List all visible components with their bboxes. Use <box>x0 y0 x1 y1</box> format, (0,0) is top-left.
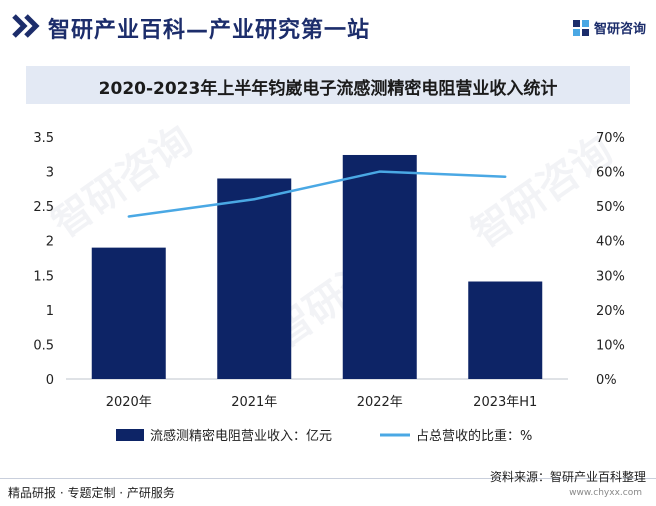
right-axis-tick-label: 30% <box>596 269 625 284</box>
right-axis-tick-label: 20% <box>596 304 625 319</box>
brand-name: 智研咨询 <box>593 22 646 37</box>
left-axis-tick-label: 1.5 <box>33 269 54 284</box>
line-point <box>378 170 381 173</box>
legend-label: 占总营收的比重：% <box>416 428 532 444</box>
source-url[interactable]: www.chyxx.com <box>569 488 642 498</box>
series-line <box>128 170 506 218</box>
bar <box>91 247 166 379</box>
line-point <box>127 215 130 218</box>
x-axis-tick-label: 2022年 <box>357 395 403 410</box>
legend-label: 流感测精密电阻营业收入：亿元 <box>150 428 332 444</box>
left-axis-tick-label: 1 <box>46 304 54 319</box>
chart-title-band: 2020-2023年上半年钧崴电子流感测精密电阻营业收入统计 <box>26 66 630 104</box>
legend-swatch-bar <box>116 429 144 441</box>
left-axis-tick-label: 2.5 <box>33 200 54 215</box>
line-point <box>504 175 507 178</box>
right-axis-tick-label: 50% <box>596 200 625 215</box>
footer-slogan: 精品研报 · 专题定制 · 产研服务 <box>8 486 175 500</box>
x-axis-tick-label: 2023年H1 <box>473 395 537 410</box>
x-axis-tick-label: 2020年 <box>106 395 152 410</box>
x-axis-tick-label: 2021年 <box>231 395 277 410</box>
double-chevron-right-icon <box>12 14 40 38</box>
chart-title: 2020-2023年上半年钧崴电子流感测精密电阻营业收入统计 <box>98 79 558 99</box>
left-axis-tick-label: 0 <box>46 373 54 388</box>
zhiyan-logo-icon <box>572 19 589 36</box>
right-axis-tick-label: 40% <box>596 235 625 250</box>
brand[interactable]: 智研咨询 <box>572 18 646 37</box>
page-header: 智研产业百科—产业研究第一站 智研咨询 <box>0 0 656 54</box>
footer-divider <box>0 478 656 479</box>
right-axis-tick-label: 60% <box>596 166 625 181</box>
bar <box>468 281 543 379</box>
right-axis-tick-label: 0% <box>596 373 617 388</box>
left-axis-tick-label: 3.5 <box>33 131 54 146</box>
right-axis-tick-label: 10% <box>596 338 625 353</box>
right-axis-tick-label: 70% <box>596 131 625 146</box>
bar <box>217 178 292 379</box>
line-point <box>253 198 256 201</box>
left-axis-tick-label: 0.5 <box>33 338 54 353</box>
site-title: 智研产业百科—产业研究第一站 <box>48 18 371 43</box>
left-axis-tick-label: 2 <box>46 235 54 250</box>
bar <box>342 154 417 379</box>
left-axis-tick-label: 3 <box>46 166 54 181</box>
source-note: 资料来源：智研产业百科整理 <box>489 470 646 484</box>
